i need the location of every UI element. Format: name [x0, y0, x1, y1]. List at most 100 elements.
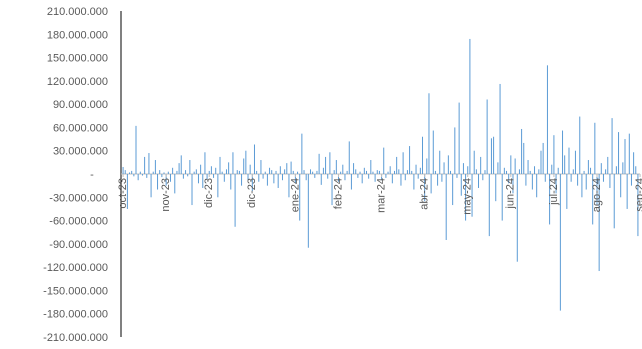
- bar: [624, 139, 626, 174]
- bar: [167, 171, 169, 174]
- bar: [189, 160, 191, 174]
- bar: [424, 174, 426, 202]
- bar: [234, 174, 236, 227]
- bar: [146, 174, 148, 178]
- y-tick-label: 60.000.000: [53, 122, 108, 134]
- bar: [340, 171, 342, 174]
- bar: [139, 171, 141, 174]
- bar: [148, 153, 150, 174]
- bar: [378, 170, 380, 174]
- bar: [544, 174, 546, 182]
- x-tick-label: may-24: [462, 178, 474, 215]
- y-tick-label: -: [90, 169, 94, 181]
- bar: [228, 162, 230, 174]
- bar: [473, 150, 475, 174]
- bar: [508, 174, 510, 184]
- bar: [549, 174, 551, 225]
- bar: [383, 147, 385, 174]
- bar: [546, 65, 548, 174]
- bar: [350, 174, 352, 190]
- bar: [396, 156, 398, 174]
- bar: [152, 171, 154, 174]
- bar: [602, 174, 604, 182]
- bar: [458, 102, 460, 174]
- y-axis-ticks: 210.000.000 180.000.000 150.000.000 120.000…: [43, 6, 108, 344]
- bar: [256, 170, 258, 174]
- bar: [264, 171, 266, 174]
- bar: [187, 174, 189, 177]
- y-tick-label: -90.000.000: [49, 239, 108, 251]
- bar: [370, 160, 372, 174]
- bar: [615, 166, 617, 174]
- bar: [131, 170, 133, 174]
- bar: [154, 160, 156, 174]
- bar: [478, 174, 480, 188]
- bar: [292, 170, 294, 174]
- bar: [525, 174, 527, 186]
- bar: [135, 125, 137, 174]
- bar: [191, 174, 193, 206]
- bar: [251, 174, 253, 192]
- bar: [346, 170, 348, 174]
- x-tick-label: dic-23: [203, 178, 215, 208]
- x-tick-label: nov-23: [160, 178, 172, 212]
- bar: [620, 174, 622, 198]
- bar: [482, 174, 484, 181]
- bar: [495, 174, 497, 202]
- bar: [230, 174, 232, 190]
- bar: [208, 170, 210, 174]
- bar: [437, 174, 439, 186]
- bar: [480, 156, 482, 174]
- bar: [404, 174, 406, 181]
- bar: [531, 174, 533, 190]
- bar: [232, 152, 234, 174]
- bar: [260, 160, 262, 174]
- bar: [275, 170, 277, 174]
- bar: [434, 170, 436, 174]
- bar: [413, 174, 415, 190]
- bar: [512, 174, 514, 194]
- x-tick-label: jul-24: [548, 178, 560, 206]
- bar: [585, 174, 587, 190]
- bar: [633, 152, 635, 174]
- bar: [630, 174, 632, 186]
- bar: [253, 144, 255, 174]
- bar: [301, 133, 303, 174]
- bar: [357, 174, 359, 178]
- bar: [529, 170, 531, 174]
- bar: [337, 174, 339, 182]
- bar: [417, 174, 419, 179]
- bar: [506, 170, 508, 174]
- bar: [415, 164, 417, 174]
- bar: [562, 130, 564, 174]
- bar: [600, 163, 602, 174]
- bar: [159, 170, 161, 174]
- bar: [409, 146, 411, 174]
- y-tick-label: 150.000.000: [47, 53, 108, 65]
- bar: [590, 167, 592, 174]
- bar: [141, 174, 143, 176]
- bar: [185, 170, 187, 174]
- y-tick-label: 30.000.000: [53, 146, 108, 158]
- bar: [290, 161, 292, 174]
- bar: [432, 130, 434, 174]
- bar: [335, 160, 337, 174]
- bar: [419, 167, 421, 174]
- x-tick-label: ago-24: [591, 178, 603, 212]
- bar: [400, 174, 402, 186]
- bar: [249, 164, 251, 174]
- x-tick-label: oct-23: [117, 178, 129, 209]
- bar: [133, 174, 135, 177]
- bar: [447, 155, 449, 174]
- bar: [180, 155, 182, 174]
- bar: [398, 169, 400, 174]
- bar: [163, 172, 165, 174]
- bar: [333, 170, 335, 174]
- bar: [501, 174, 503, 221]
- bar: [493, 136, 495, 174]
- bar: [215, 167, 217, 174]
- bar: [486, 99, 488, 174]
- y-tick-label: -180.000.000: [43, 309, 108, 321]
- bar: [484, 170, 486, 174]
- bar: [221, 171, 223, 174]
